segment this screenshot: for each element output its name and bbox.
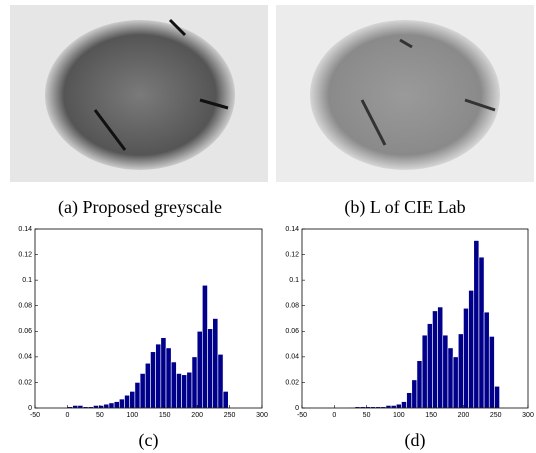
x-tick-label: 150 — [425, 412, 437, 419]
x-tick-label: -50 — [30, 412, 40, 419]
bar — [181, 374, 188, 409]
image-a — [10, 5, 268, 182]
bar — [411, 379, 418, 409]
bar — [113, 401, 120, 409]
bar — [457, 333, 464, 409]
caption: (d) — [405, 430, 426, 451]
x-tick-label: 250 — [224, 412, 236, 419]
y-tick-label: 0.14 — [18, 226, 32, 233]
bar — [160, 337, 167, 409]
caption: (c) — [139, 430, 159, 451]
bar — [473, 240, 480, 409]
image-b — [276, 5, 534, 182]
x-tick-label: 200 — [191, 412, 203, 419]
bar — [483, 311, 490, 409]
x-tick-label: 0 — [65, 412, 69, 419]
bar — [406, 392, 413, 409]
bar — [447, 347, 454, 409]
bar — [134, 382, 141, 409]
y-tick-label: 0 — [295, 405, 299, 412]
bar — [416, 360, 423, 409]
bar — [207, 328, 214, 409]
bar — [222, 391, 229, 409]
caption: (a) Proposed greyscale — [58, 197, 222, 218]
y-tick-label: 0.1 — [22, 277, 32, 284]
bar — [108, 402, 115, 409]
caption: (b) L of CIE Lab — [344, 197, 465, 218]
bar — [196, 330, 203, 409]
x-tick-label: 150 — [159, 412, 171, 419]
bar — [170, 361, 177, 409]
x-tick-label: 50 — [96, 412, 104, 419]
bar — [155, 343, 162, 409]
x-tick-label: 250 — [490, 412, 502, 419]
bar — [202, 284, 208, 409]
x-tick-label: -50 — [297, 412, 307, 419]
y-tick-label: 0.12 — [18, 251, 32, 258]
bar — [165, 347, 172, 409]
y-tick-label: 0.02 — [18, 379, 32, 386]
x-tick-label: 0 — [332, 412, 336, 419]
y-tick-label: 0 — [28, 405, 32, 412]
bar — [150, 351, 156, 409]
bar — [212, 318, 219, 409]
bar — [124, 394, 130, 409]
y-tick-label: 0.14 — [285, 226, 299, 233]
bar — [488, 336, 495, 409]
bar — [421, 334, 428, 409]
bar — [401, 401, 407, 409]
bar — [176, 373, 182, 409]
y-tick-label: 0.06 — [285, 328, 299, 335]
bar — [468, 290, 475, 409]
bar — [494, 385, 500, 409]
bar — [217, 353, 224, 409]
bar — [103, 403, 110, 409]
y-tick-label: 0.12 — [285, 251, 299, 258]
x-tick-label: 100 — [126, 412, 138, 419]
x-tick-label: 100 — [393, 412, 405, 419]
bar — [191, 356, 198, 409]
bar — [426, 323, 433, 409]
x-tick-label: 50 — [363, 412, 371, 419]
bar — [463, 307, 469, 409]
x-tick-label: 300 — [256, 412, 268, 419]
y-tick-label: 0.1 — [289, 277, 299, 284]
bar — [144, 362, 151, 409]
axes-box — [301, 228, 529, 409]
y-tick-label: 0.06 — [18, 328, 32, 335]
bar — [119, 398, 125, 409]
y-tick-label: 0.04 — [18, 354, 32, 361]
axes-box — [34, 228, 263, 409]
bar — [432, 310, 438, 409]
y-tick-label: 0.02 — [285, 379, 299, 386]
x-tick-label: 200 — [458, 412, 470, 419]
bar — [478, 256, 485, 409]
y-tick-label: 0.04 — [285, 354, 299, 361]
y-tick-label: 0.08 — [285, 303, 299, 310]
bar — [452, 356, 459, 409]
bar — [442, 334, 449, 409]
x-tick-label: 300 — [522, 412, 534, 419]
bar — [186, 371, 193, 409]
y-tick-label: 0.08 — [18, 303, 32, 310]
bar — [139, 373, 146, 409]
bar — [437, 306, 444, 409]
